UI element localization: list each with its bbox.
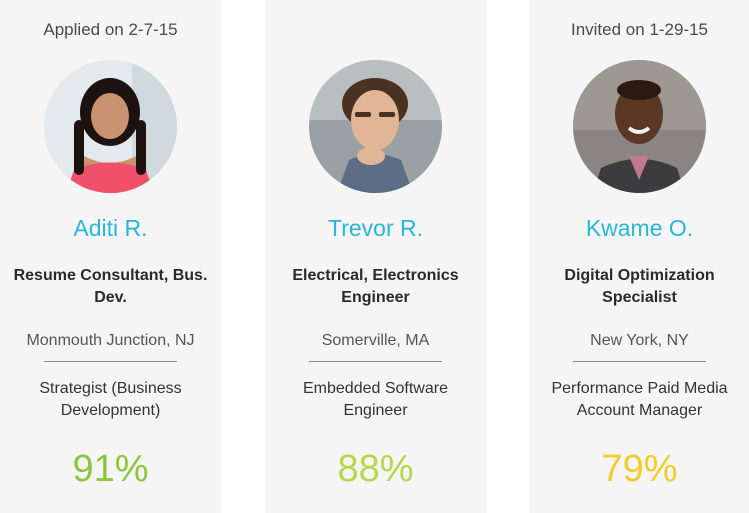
match-score: 91%: [72, 448, 149, 490]
candidate-card-kwame[interactable]: Invited on 1-29-15 Kwame O. Digital Opti…: [529, 0, 749, 513]
divider: [44, 361, 177, 362]
candidate-name[interactable]: Aditi R.: [73, 215, 148, 241]
avatar[interactable]: [573, 60, 706, 193]
current-title: Resume Consultant, Bus. Dev.: [13, 267, 208, 306]
divider: [573, 361, 706, 362]
candidate-card-trevor[interactable]: Trevor R. Electrical, Electronics Engine…: [265, 0, 486, 513]
application-status: Invited on 1-29-15: [570, 20, 709, 39]
current-title: Digital Optimization Specialist: [564, 267, 715, 306]
candidate-name[interactable]: Kwame O.: [585, 215, 694, 241]
match-score: 79%: [601, 448, 678, 490]
candidate-location: Somerville, MA: [321, 332, 430, 349]
target-role: Performance Paid Media Account Manager: [551, 380, 728, 419]
candidate-card-aditi[interactable]: Applied on 2-7-15 Aditi R. Resume Consul…: [0, 0, 221, 513]
avatar[interactable]: [44, 60, 177, 193]
candidate-location: New York, NY: [590, 332, 689, 349]
application-status: [265, 20, 486, 42]
match-score: 88%: [337, 448, 414, 490]
profile-photo-trevor-icon: [309, 60, 442, 193]
avatar[interactable]: [309, 60, 442, 193]
divider: [309, 361, 442, 362]
candidate-name[interactable]: Trevor R.: [328, 215, 423, 241]
profile-photo-kwame-icon: [573, 60, 706, 193]
target-role: Embedded Software Engineer: [303, 380, 448, 419]
current-title: Electrical, Electronics Engineer: [292, 267, 459, 306]
target-role: Strategist (Business Development): [39, 380, 182, 419]
candidate-location: Monmouth Junction, NJ: [26, 332, 195, 349]
profile-photo-aditi-icon: [44, 60, 177, 193]
application-status: Applied on 2-7-15: [43, 20, 178, 39]
